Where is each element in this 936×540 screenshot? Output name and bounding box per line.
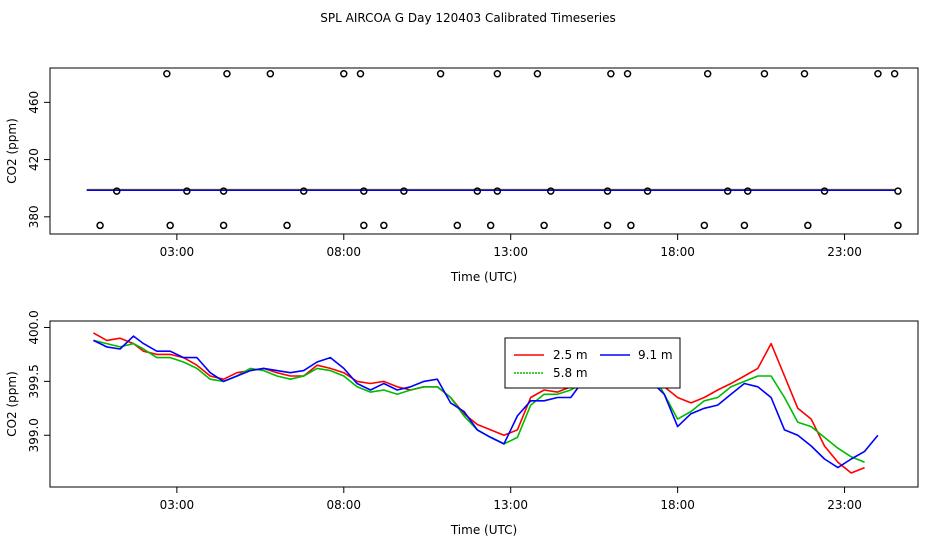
data-point-marker	[473, 187, 482, 195]
data-point-marker	[820, 187, 829, 195]
y-tick-label: 399.0	[27, 418, 41, 452]
data-point-marker	[540, 221, 548, 230]
data-point-marker	[166, 221, 174, 230]
bottom-y-axis-label: CO2 (ppm)	[5, 371, 19, 437]
data-point-marker	[266, 69, 275, 78]
legend: 2.5 m 9.1 m 5.8 m	[504, 337, 681, 389]
top-x-ticks: 03:00 08:00 13:00 18:00 23:00	[160, 234, 862, 259]
legend-label-5-8m: 5.8 m	[553, 366, 588, 380]
data-point-marker	[603, 221, 612, 230]
legend-box	[504, 337, 681, 389]
x-tick-label: 08:00	[326, 498, 361, 512]
data-point-marker	[223, 69, 231, 78]
data-point-marker	[890, 69, 899, 78]
data-point-marker	[723, 187, 732, 195]
bottom-y-ticks: 399.0 399.5 400.0	[27, 310, 50, 452]
data-point-marker	[380, 221, 388, 230]
x-tick-label: 13:00	[493, 498, 528, 512]
data-point-marker	[113, 187, 121, 195]
data-point-marker	[800, 69, 809, 78]
x-tick-label: 03:00	[160, 245, 195, 259]
x-tick-label: 23:00	[827, 245, 862, 259]
data-point-marker	[340, 69, 348, 78]
data-point-marker	[356, 69, 365, 78]
data-point-marker	[623, 69, 632, 78]
data-point-marker	[627, 221, 635, 230]
data-point-marker	[183, 187, 191, 195]
data-point-marker	[703, 69, 712, 78]
data-point-marker	[493, 187, 502, 195]
data-point-marker	[743, 187, 752, 195]
y-tick-label: 400.0	[27, 310, 41, 344]
legend-label-2-5m: 2.5 m	[553, 348, 588, 362]
top-x-axis-label: Time (UTC)	[450, 270, 517, 284]
bottom-panel: 03:00 08:00 13:00 18:00 23:00 399.0 399.5 400.…	[5, 310, 919, 537]
y-tick-label: 460	[27, 91, 41, 114]
top-panel: 03:00 08:00 13:00 18:00 23:00 380 420 460 Time…	[5, 67, 919, 284]
data-point-marker	[804, 221, 812, 230]
x-tick-label: 08:00	[326, 245, 361, 259]
x-tick-label: 03:00	[160, 498, 195, 512]
data-point-marker	[607, 69, 615, 78]
bottom-x-ticks: 03:00 08:00 13:00 18:00 23:00	[160, 487, 862, 512]
data-point-marker	[740, 221, 749, 230]
bottom-series-lines	[93, 332, 879, 474]
x-tick-label: 18:00	[660, 245, 695, 259]
data-point-marker	[643, 187, 652, 195]
bottom-x-axis-label: Time (UTC)	[450, 523, 517, 537]
top-markers	[96, 69, 902, 230]
data-point-marker	[894, 221, 902, 230]
data-point-marker	[436, 69, 445, 78]
data-point-marker	[219, 187, 228, 195]
data-point-marker	[533, 69, 542, 78]
chart-title: SPL AIRCOA G Day 120403 Calibrated Times…	[320, 11, 615, 25]
top-y-ticks: 380 420 460	[27, 91, 50, 228]
data-point-marker	[299, 187, 308, 195]
data-point-marker	[360, 221, 368, 230]
top-plot-frame	[49, 67, 919, 235]
data-point-marker	[486, 221, 495, 230]
y-tick-label: 420	[27, 148, 41, 171]
data-point-marker	[163, 69, 171, 78]
data-point-marker	[700, 221, 709, 230]
top-series-lines	[86, 188, 895, 191]
data-point-marker	[96, 221, 104, 230]
series-line-5-8-m	[93, 339, 865, 463]
y-tick-label: 380	[27, 205, 41, 228]
data-point-marker	[547, 187, 555, 195]
top-y-axis-label: CO2 (ppm)	[5, 118, 19, 184]
data-point-marker	[283, 221, 291, 230]
x-tick-label: 18:00	[660, 498, 695, 512]
x-tick-label: 23:00	[827, 498, 862, 512]
data-point-marker	[219, 221, 228, 230]
x-tick-label: 13:00	[493, 245, 528, 259]
data-point-marker	[400, 187, 408, 195]
data-point-marker	[894, 187, 902, 195]
data-point-marker	[874, 69, 882, 78]
series-line-2-5-m	[93, 332, 865, 474]
y-tick-label: 399.5	[27, 364, 41, 398]
data-point-marker	[603, 187, 612, 195]
data-point-marker	[360, 187, 368, 195]
legend-label-9-1m: 9.1 m	[638, 348, 673, 362]
data-point-marker	[493, 69, 502, 78]
data-point-marker	[453, 221, 462, 230]
series-line-9-1-m	[93, 335, 879, 469]
bottom-plot-frame	[49, 320, 919, 488]
data-point-marker	[760, 69, 769, 78]
